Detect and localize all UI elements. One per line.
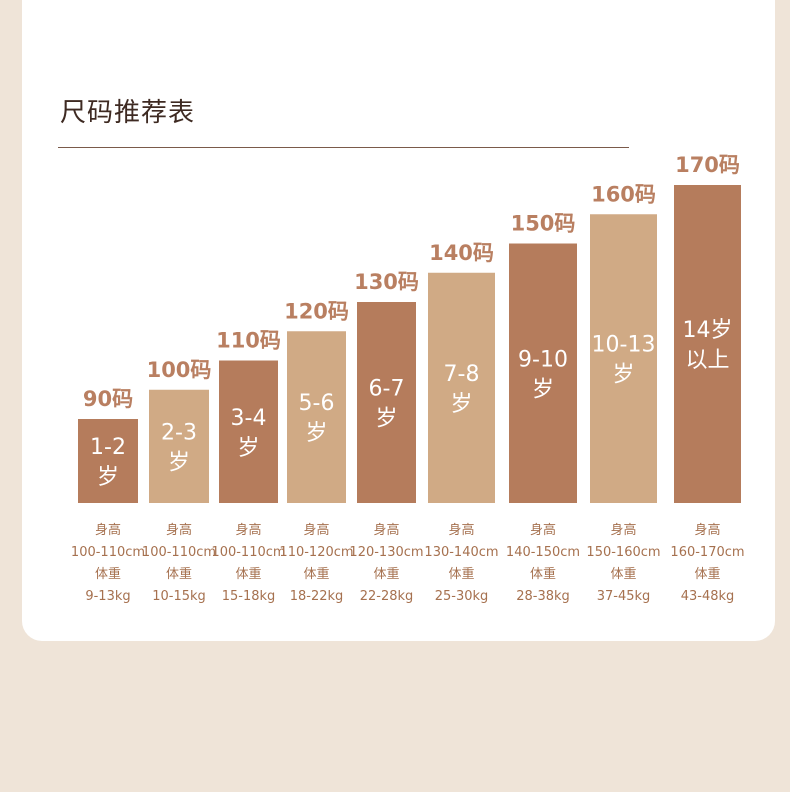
bar-size-label: 100码 [147,358,212,382]
size-info-block: 身高 110-120cm 体重 18-22kg [272,520,362,608]
bar-age-label: 1-2 岁 [90,435,126,490]
weight-label: 体重 [303,567,330,582]
height-label: 身高 [610,523,637,538]
weight-label: 体重 [235,567,262,582]
weight-range: 28-38kg [516,589,570,604]
weight-range: 15-18kg [221,589,276,604]
height-label: 身高 [94,523,121,538]
size-info-block: 身高 100-110cm 体重 9-13kg [63,520,153,608]
bar-140码 [428,272,495,503]
height-range: 120-130cm [349,545,424,560]
weight-range: 9-13kg [85,589,131,604]
height-label: 身高 [303,523,330,538]
bar-130码 [357,302,416,503]
height-range: 130-140cm [424,545,499,560]
height-label: 身高 [448,523,475,538]
bar-size-label: 160码 [591,182,656,206]
weight-label: 体重 [94,567,121,582]
height-range: 100-110cm [70,545,146,560]
height-range: 150-160cm [586,545,661,560]
height-label: 身高 [235,523,262,538]
weight-label: 体重 [529,567,556,582]
height-range: 100-110cm [141,545,217,560]
size-info-block: 身高 120-130cm 体重 22-28kg [342,520,432,608]
bar-age-label: 6-7 岁 [369,377,405,432]
bar-size-label: 90码 [83,387,133,411]
weight-range: 10-15kg [152,589,206,604]
height-range: 140-150cm [505,545,581,560]
weight-range: 37-45kg [596,589,651,604]
weight-label: 体重 [694,567,721,582]
bar-age-label: 9-10 岁 [518,347,568,402]
weight-label: 体重 [610,567,637,582]
height-label: 身高 [529,523,556,538]
weight-label: 体重 [373,567,400,582]
title-divider [58,147,629,148]
bar-age-label: 7-8 岁 [444,362,480,417]
bar-160码 [590,214,657,503]
height-label: 身高 [694,523,721,538]
height-range: 110-120cm [279,545,354,560]
page-title: 尺码推荐表 [60,98,196,128]
height-label: 身高 [373,523,400,538]
bar-size-label: 150码 [511,212,576,236]
bar-170码 [674,185,741,503]
height-label: 身高 [165,523,192,538]
bar-150码 [509,243,577,503]
size-info-block: 身高 150-160cm 体重 37-45kg [579,520,669,608]
bar-90码 [78,419,138,503]
bar-110码 [219,360,278,503]
size-info-block: 身高 160-170cm 体重 43-48kg [663,520,753,608]
weight-range: 22-28kg [359,589,414,604]
bar-size-label: 120码 [284,299,349,323]
bar-size-label: 140码 [429,241,494,265]
bar-size-label: 170码 [675,153,740,177]
bar-size-label: 110码 [216,329,281,353]
bar-age-label: 2-3 岁 [161,420,197,475]
bar-age-label: 3-4 岁 [231,406,267,461]
size-info-block: 身高 140-150cm 体重 28-38kg [498,520,588,608]
weight-range: 43-48kg [680,589,735,604]
bar-size-label: 130码 [354,270,419,294]
weight-label: 体重 [448,567,475,582]
weight-label: 体重 [165,567,192,582]
bar-age-label: 10-13 岁 [592,333,656,388]
size-info-block: 身高 100-110cm 体重 10-15kg [134,520,224,608]
bar-age-label: 14岁以上 [683,318,733,373]
height-range: 100-110cm [211,545,286,560]
size-info-block: 身高 130-140cm 体重 25-30kg [417,520,507,608]
bar-age-label: 5-6 岁 [299,391,335,446]
weight-range: 18-22kg [289,589,344,604]
weight-range: 25-30kg [434,589,489,604]
size-info-block: 身高 100-110cm 体重 15-18kg [204,520,294,608]
bar-120码 [287,331,346,503]
height-range: 160-170cm [670,545,745,560]
bar-100码 [149,389,209,503]
